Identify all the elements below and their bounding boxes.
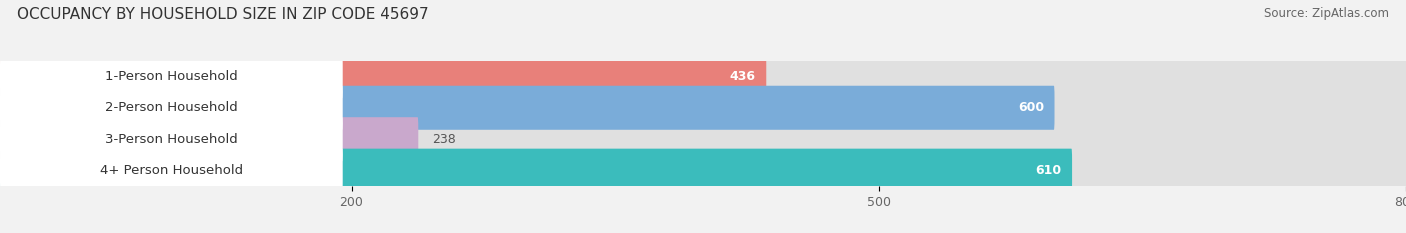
FancyBboxPatch shape — [0, 149, 1406, 193]
FancyBboxPatch shape — [0, 117, 343, 161]
Text: Source: ZipAtlas.com: Source: ZipAtlas.com — [1264, 7, 1389, 20]
FancyBboxPatch shape — [0, 149, 1073, 193]
FancyBboxPatch shape — [0, 86, 1054, 130]
FancyBboxPatch shape — [0, 149, 343, 193]
FancyBboxPatch shape — [0, 54, 766, 98]
Text: 2-Person Household: 2-Person Household — [105, 101, 238, 114]
Text: 610: 610 — [1035, 164, 1062, 177]
FancyBboxPatch shape — [0, 117, 1406, 161]
Text: 238: 238 — [433, 133, 456, 146]
Text: 1-Person Household: 1-Person Household — [105, 70, 238, 83]
Text: OCCUPANCY BY HOUSEHOLD SIZE IN ZIP CODE 45697: OCCUPANCY BY HOUSEHOLD SIZE IN ZIP CODE … — [17, 7, 429, 22]
FancyBboxPatch shape — [0, 86, 1406, 130]
Text: 4+ Person Household: 4+ Person Household — [100, 164, 243, 177]
Text: 436: 436 — [730, 70, 756, 83]
Text: 600: 600 — [1018, 101, 1043, 114]
Text: 3-Person Household: 3-Person Household — [105, 133, 238, 146]
FancyBboxPatch shape — [0, 54, 1406, 98]
FancyBboxPatch shape — [0, 117, 419, 161]
FancyBboxPatch shape — [0, 86, 343, 130]
FancyBboxPatch shape — [0, 54, 343, 98]
